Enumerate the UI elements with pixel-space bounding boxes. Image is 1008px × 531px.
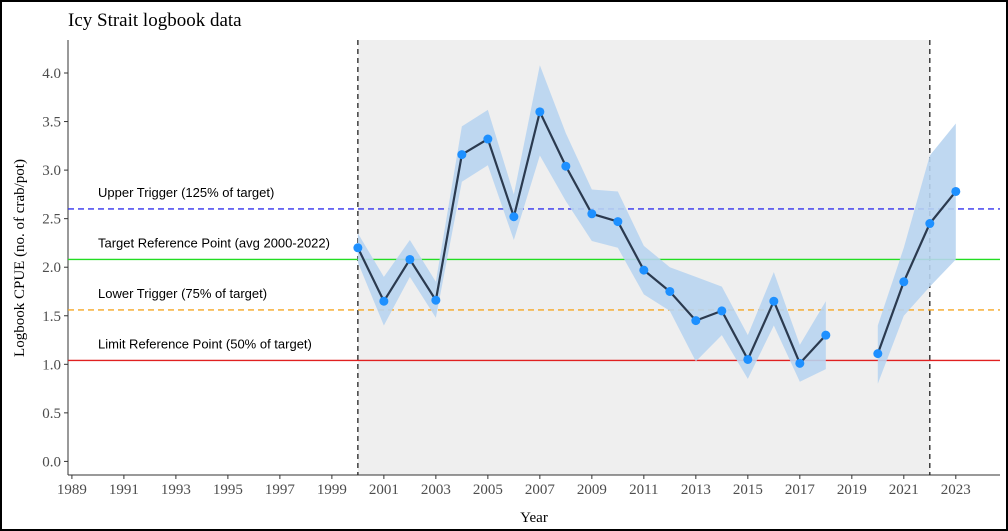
x-tick-label: 2005 bbox=[473, 482, 503, 498]
y-tick-label: 2.0 bbox=[42, 260, 61, 276]
data-point bbox=[873, 349, 883, 359]
data-point bbox=[717, 306, 727, 316]
reference-label: Lower Trigger (75% of target) bbox=[98, 286, 267, 301]
y-tick-label: 3.0 bbox=[42, 163, 61, 179]
y-tick-label: 0.0 bbox=[42, 454, 61, 470]
y-axis-label: Logbook CPUE (no. of crab/pot) bbox=[12, 159, 28, 357]
x-tick-label: 2017 bbox=[785, 482, 816, 498]
x-tick-label: 1993 bbox=[161, 482, 191, 498]
x-axis-label: Year bbox=[520, 510, 548, 526]
x-tick-label: 2007 bbox=[525, 482, 556, 498]
y-tick-label: 1.5 bbox=[42, 309, 61, 325]
data-point bbox=[535, 107, 545, 117]
data-point bbox=[691, 316, 701, 326]
data-point bbox=[821, 330, 831, 340]
chart-title: Icy Strait logbook data bbox=[68, 10, 242, 31]
data-point bbox=[379, 296, 389, 306]
x-tick-label: 1995 bbox=[213, 482, 243, 498]
data-point bbox=[353, 243, 363, 253]
reference-label: Upper Trigger (125% of target) bbox=[98, 185, 274, 200]
y-tick-label: 3.5 bbox=[42, 115, 61, 131]
data-point bbox=[431, 295, 441, 305]
data-point bbox=[743, 354, 753, 364]
reference-label: Target Reference Point (avg 2000-2022) bbox=[98, 235, 330, 250]
data-point bbox=[457, 150, 467, 160]
data-point bbox=[639, 265, 649, 275]
data-point bbox=[483, 134, 493, 144]
x-tick-label: 2021 bbox=[889, 482, 919, 498]
data-point bbox=[405, 254, 415, 264]
y-tick-label: 2.5 bbox=[42, 212, 61, 228]
data-point bbox=[795, 358, 805, 368]
data-point bbox=[951, 186, 961, 196]
data-point bbox=[561, 161, 571, 171]
y-tick-label: 0.5 bbox=[42, 406, 61, 422]
x-tick-label: 2009 bbox=[577, 482, 607, 498]
x-tick-label: 2003 bbox=[421, 482, 451, 498]
x-tick-label: 1999 bbox=[317, 482, 347, 498]
x-tick-label: 2001 bbox=[369, 482, 399, 498]
data-point bbox=[613, 217, 623, 227]
x-tick-label: 1989 bbox=[57, 482, 87, 498]
x-tick-label: 1991 bbox=[109, 482, 139, 498]
data-point bbox=[665, 286, 675, 296]
x-tick-label: 2011 bbox=[629, 482, 658, 498]
x-tick-label: 2023 bbox=[941, 482, 971, 498]
data-point bbox=[899, 277, 909, 287]
data-point bbox=[509, 212, 519, 222]
x-tick-label: 2013 bbox=[681, 482, 711, 498]
y-tick-label: 1.0 bbox=[42, 357, 61, 373]
x-tick-label: 2019 bbox=[837, 482, 867, 498]
x-tick-label: 1997 bbox=[265, 482, 296, 498]
x-tick-label: 2015 bbox=[733, 482, 763, 498]
data-point bbox=[925, 219, 935, 229]
confidence-band bbox=[357, 65, 826, 382]
data-point bbox=[587, 209, 597, 219]
y-tick-label: 4.0 bbox=[42, 66, 61, 82]
data-point bbox=[769, 296, 779, 306]
reference-label: Limit Reference Point (50% of target) bbox=[98, 336, 312, 351]
